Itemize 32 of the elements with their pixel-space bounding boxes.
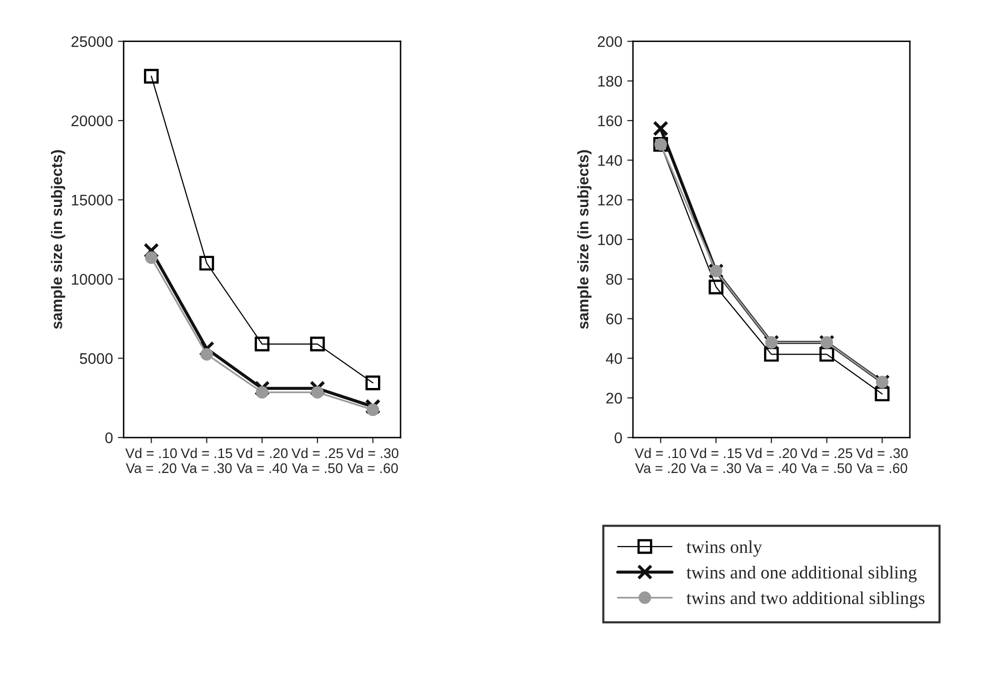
y-tick-label: 120 xyxy=(598,194,622,206)
x-tick-label: Vd = .30 Va = .60 xyxy=(346,448,398,474)
legend-label: twins only xyxy=(686,540,762,557)
x-tick-label: Vd = .30 Va = .60 xyxy=(856,448,908,474)
legend-label: twins and one additional sibling xyxy=(686,566,917,582)
x-tick-label: Vd = .25 Va = .50 xyxy=(291,448,343,474)
y-tick-label: 200 xyxy=(598,36,622,48)
x-tick-label: Vd = .10 Va = .20 xyxy=(125,448,177,474)
x-tick-label: Vd = .10 Va = .20 xyxy=(634,448,686,474)
x-tick-label: Vd = .25 Va = .50 xyxy=(800,448,852,474)
y-tick-label: 100 xyxy=(598,234,622,246)
y-tick-label: 140 xyxy=(598,155,622,166)
x-tick-label: Vd = .20 Va = .40 xyxy=(236,448,288,474)
y-tick-label: 10000 xyxy=(72,274,113,285)
y-tick-label: 180 xyxy=(598,76,622,87)
y-tick-label: 25000 xyxy=(72,36,113,48)
x-tick-label: Vd = .15 Va = .30 xyxy=(180,448,232,474)
y-tick-label: 15000 xyxy=(72,194,113,206)
y-axis-title: sample size (in subjects) xyxy=(50,150,66,329)
legend-label: twins and two additional siblings xyxy=(686,591,924,608)
y-tick-label: 40 xyxy=(606,353,622,364)
y-tick-label: 0 xyxy=(614,432,622,444)
y-tick-label: 80 xyxy=(606,274,622,285)
y-tick-label: 160 xyxy=(598,115,622,126)
x-tick-label: Vd = .20 Va = .40 xyxy=(745,448,797,474)
y-tick-label: 60 xyxy=(606,314,622,324)
y-tick-label: 5000 xyxy=(80,353,113,364)
x-tick-label: Vd = .15 Va = .30 xyxy=(690,448,742,474)
y-tick-label: 20000 xyxy=(72,115,113,126)
y-tick-label: 0 xyxy=(105,432,113,444)
y-tick-label: 20 xyxy=(606,392,622,404)
y-axis-title: sample size (in subjects) xyxy=(577,150,592,329)
